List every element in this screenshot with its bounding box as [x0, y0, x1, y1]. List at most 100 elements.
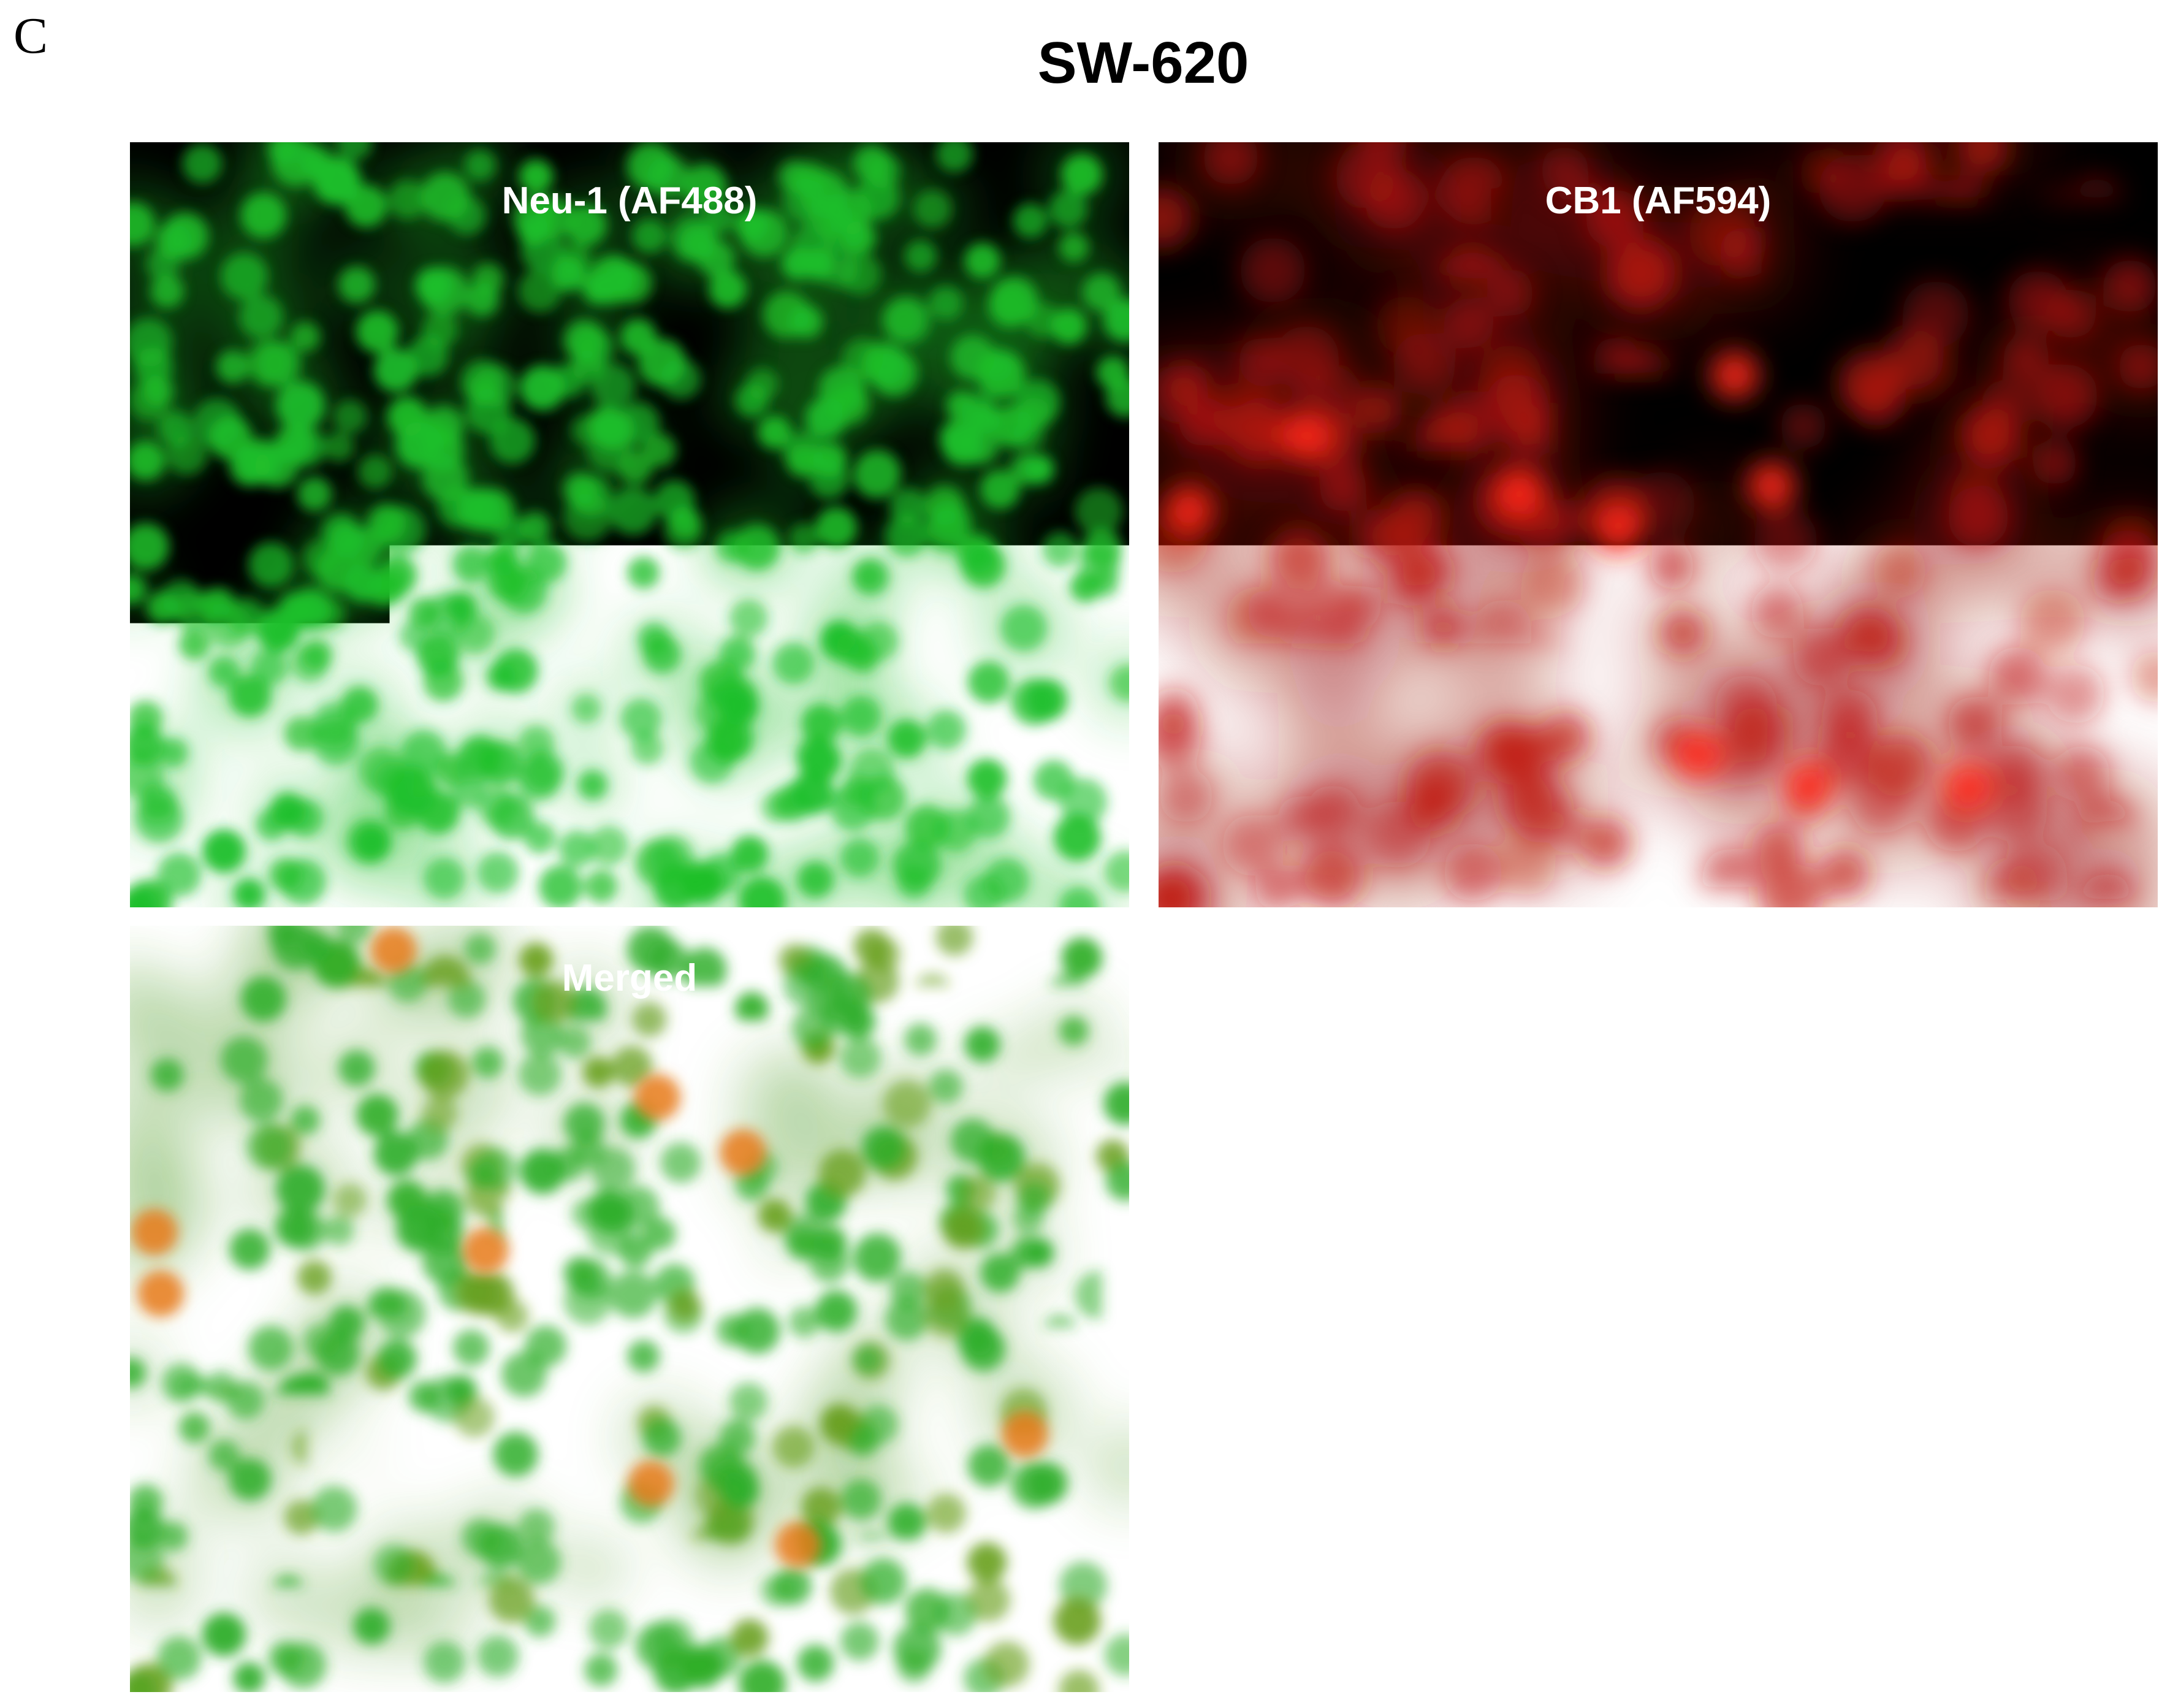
- green-cell: [812, 442, 847, 477]
- green-cell: [130, 380, 169, 420]
- green-cell: [179, 628, 210, 660]
- merged-cell: [841, 1479, 881, 1520]
- merged-cell: [416, 1574, 460, 1618]
- green-cell: [229, 445, 270, 486]
- merged-cell: [158, 1521, 188, 1551]
- green-cell: [736, 384, 769, 417]
- green-cell: [358, 455, 392, 489]
- green-cell: [1011, 454, 1043, 486]
- green-cell: [584, 870, 617, 903]
- green-cell: [208, 656, 240, 687]
- green-cell: [988, 285, 1030, 328]
- green-cell: [466, 376, 497, 406]
- merged-cell: [353, 1607, 390, 1645]
- scatter-plot: [1151, 918, 2158, 1692]
- green-cell: [818, 366, 866, 414]
- y-tick-1440: 1440: [1159, 1170, 1217, 1194]
- merged-cell: [373, 1544, 415, 1586]
- merged-cell: [290, 1105, 320, 1135]
- bright-red-cell: [1594, 504, 1643, 553]
- red-cell: [1780, 403, 1827, 449]
- green-cell: [680, 224, 716, 261]
- green-cell: [591, 364, 636, 408]
- merged-cell: [358, 1238, 392, 1273]
- green-cell: [280, 858, 326, 905]
- merged-cell: [387, 1180, 427, 1220]
- green-cell: [329, 522, 365, 558]
- merged-cell: [377, 1339, 417, 1379]
- merged-cell: [883, 1080, 931, 1128]
- merged-cell: [157, 1636, 201, 1680]
- green-cell: [221, 253, 268, 300]
- green-cell: [353, 824, 390, 861]
- green-cell: [763, 291, 810, 338]
- green-cell: [246, 340, 293, 387]
- merged-cell: [818, 1149, 866, 1197]
- green-cell: [929, 286, 963, 321]
- red-cell: [1726, 698, 1793, 765]
- green-cell: [416, 791, 460, 834]
- red-cell: [2019, 589, 2085, 655]
- green-cell: [1059, 232, 1089, 262]
- quadrant-4-label: 4: [1433, 1406, 1447, 1430]
- merged-cell: [709, 1054, 747, 1092]
- merged-cell: [256, 1592, 287, 1624]
- green-cell: [552, 363, 586, 397]
- merged-cell: [409, 1381, 440, 1412]
- y-tick-1920: 1920: [1159, 1052, 1217, 1077]
- green-cell: [927, 710, 966, 749]
- red-cell: [1608, 393, 1661, 445]
- y-tick-960: 960: [1159, 1289, 1202, 1313]
- green-cell: [883, 297, 931, 345]
- merged-cell: [338, 1050, 375, 1087]
- green-cell: [904, 240, 937, 272]
- merged-cell: [729, 1382, 768, 1421]
- green-cell: [519, 269, 562, 313]
- green-cell: [465, 150, 497, 181]
- green-cell: [841, 696, 881, 736]
- merged-cell: [279, 1376, 316, 1413]
- green-cell: [660, 359, 701, 399]
- green-cell: [495, 516, 528, 549]
- green-cell: [202, 829, 246, 874]
- merged-cell: [422, 1096, 458, 1131]
- merged-cell: [493, 1432, 538, 1477]
- merged-cell: [929, 1070, 963, 1104]
- quadrant-3-label: 3: [1833, 1102, 1846, 1126]
- red-cell: [1278, 796, 1322, 841]
- merged-cell: [763, 1075, 810, 1122]
- red-cell: [1947, 696, 2003, 751]
- green-cell: [251, 649, 288, 686]
- merged-cell: [627, 1340, 660, 1373]
- merged-cell: [632, 1002, 667, 1037]
- green-cell: [862, 342, 907, 387]
- merged-cell: [465, 1066, 499, 1100]
- merged-cell: [758, 1199, 791, 1232]
- green-panel-label: Neu-1 (AF488): [130, 179, 1129, 223]
- red-cell: [1951, 273, 1998, 321]
- y-axis-label: GFP: [1159, 932, 1205, 956]
- green-cell: [643, 433, 676, 467]
- green-cell: [421, 267, 469, 315]
- green-cell: [961, 543, 1006, 588]
- merged-cell: [280, 1642, 326, 1688]
- colorbar-max: 255: [2016, 1668, 2059, 1692]
- green-cell: [669, 506, 701, 538]
- red-cell: [1509, 779, 1572, 842]
- bright-red-cell: [1710, 351, 1759, 400]
- green-cell: [984, 858, 1029, 903]
- green-cell: [897, 865, 931, 899]
- green-cell: [642, 635, 681, 673]
- quadrant-2-label: 2: [1431, 1102, 1444, 1126]
- merged-cell: [329, 1306, 365, 1341]
- red-cell: [1702, 848, 1761, 907]
- merged-cell: [977, 1134, 1025, 1181]
- green-cell: [582, 273, 614, 305]
- green-cell: [936, 142, 973, 172]
- red-cell: [2003, 335, 2049, 381]
- merged-cell: [761, 1574, 793, 1606]
- green-cell: [797, 861, 834, 898]
- red-cell: [1692, 494, 1736, 538]
- green-cell: [454, 614, 495, 654]
- green-cell: [248, 542, 294, 587]
